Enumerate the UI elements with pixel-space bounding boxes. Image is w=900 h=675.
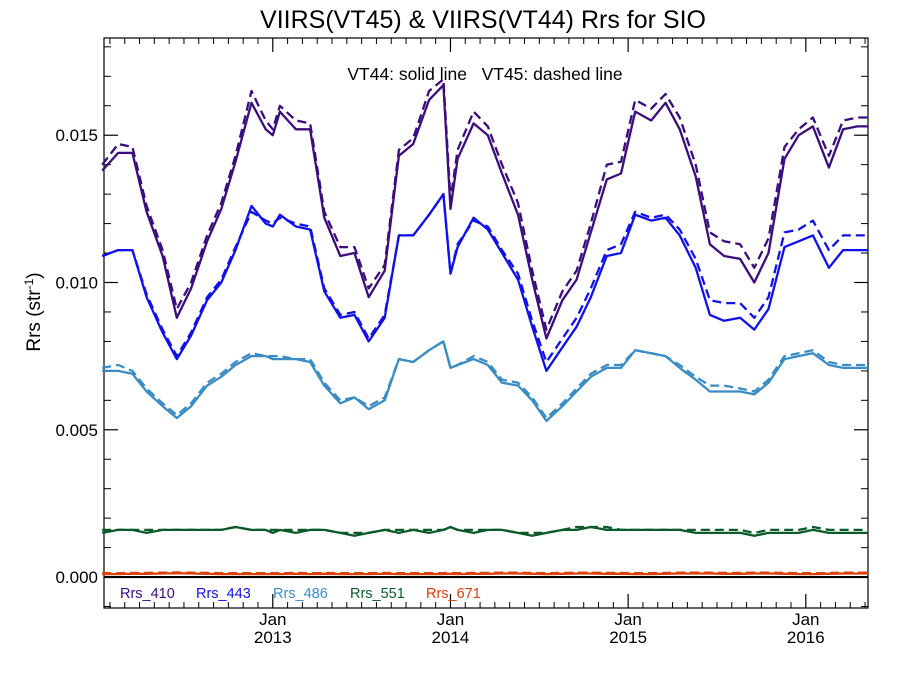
y-axis-label: Rrs (str-1): [22, 272, 45, 351]
x-tick-label-year: 2014: [432, 628, 470, 647]
plot-axes: 0.0000.0050.0100.015Jan2013Jan2014Jan201…: [55, 37, 869, 647]
x-tick-label-month: Jan: [792, 610, 819, 629]
line-style-annotation: VT44: solid line VT45: dashed line: [347, 64, 622, 84]
y-axis-label-superscript: -1: [22, 278, 36, 289]
legend-item: Rrs_410: [120, 586, 175, 602]
series-rrs-551-vt44-solid: [101, 525, 868, 537]
x-tick-label-month: Jan: [437, 610, 464, 629]
x-tick-label-month: Jan: [259, 610, 286, 629]
y-tick-label: 0.010: [55, 273, 98, 292]
legend-item: Rrs_671: [426, 586, 481, 602]
y-tick-label: 0.015: [55, 126, 98, 145]
series-rrs-486-vt45-dashed: [101, 340, 868, 420]
series-rrs-443-vt44-solid: [101, 192, 868, 373]
x-tick-label-month: Jan: [614, 610, 641, 629]
series-rrs-410-vt45-dashed: [101, 78, 868, 331]
legend-item: Rrs_551: [350, 586, 405, 602]
y-tick-label: 0.005: [55, 421, 98, 440]
plot-frame: [103, 37, 869, 609]
series-layer: [101, 78, 868, 576]
legend-item: Rrs_443: [196, 586, 251, 602]
x-tick-label-year: 2016: [787, 628, 825, 647]
y-tick-label: 0.000: [55, 568, 98, 587]
y-axis-label-close: ): [24, 272, 45, 278]
x-tick-label-year: 2015: [609, 628, 647, 647]
series-rrs-671-vt45-dashed: [102, 571, 868, 575]
chart-title: VIIRS(VT45) & VIIRS(VT44) Rrs for SIO: [260, 6, 706, 34]
legend: Rrs_410 Rrs_443 Rrs_486 Rrs_551 Rrs_671: [120, 586, 481, 602]
series-rrs-410-vt44-solid: [101, 83, 868, 340]
x-tick-label-year: 2013: [254, 628, 292, 647]
series-rrs-551-vt45-dashed: [102, 525, 868, 535]
y-axis-label-main: Rrs (str: [24, 289, 45, 352]
legend-item: Rrs_486: [273, 586, 328, 602]
series-rrs-486-vt44-solid: [102, 340, 868, 423]
series-rrs-443-vt45-dashed: [101, 192, 868, 364]
